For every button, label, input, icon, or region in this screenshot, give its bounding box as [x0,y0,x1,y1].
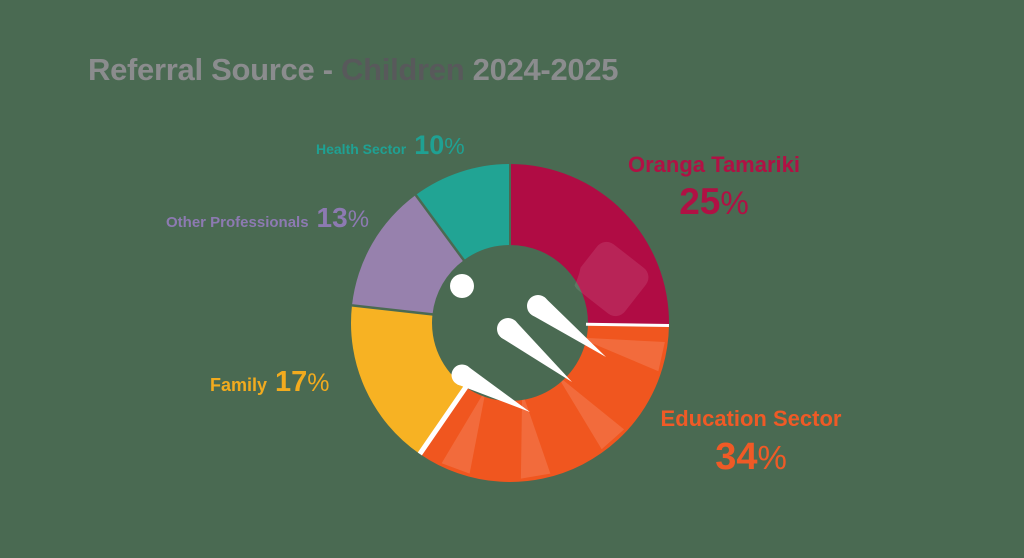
sunburst-ray [556,375,625,450]
title-suffix: 2024-2025 [464,52,619,87]
segment-label: Family [210,375,268,395]
callout-oranga-tamariki: Oranga Tamariki 25% [604,152,824,223]
donut-slice [415,164,510,261]
sunburst-ray [578,337,665,372]
title-prefix: Referral Source - [88,52,342,87]
sunburst-ray [520,391,551,479]
slice-separator [414,194,466,263]
donut-slice [419,324,669,482]
callout-education-sector: Education Sector 34% [640,406,862,479]
segment-value: 10% [414,130,465,160]
logo-ray-icon [497,318,572,382]
callout-health-sector: Health Sector 10% [316,130,465,161]
donut-slice [351,194,464,315]
segment-value: 34% [715,436,787,478]
segment-label: Other Professionals [166,214,309,231]
callout-family: Family 17% [210,366,330,399]
segment-label: Education Sector [660,406,842,431]
logo-ray-icon [451,364,530,412]
slice-separator [417,384,469,456]
segment-label: Health Sector [316,141,407,157]
slice-separator [351,304,435,316]
donut-slices [350,164,670,482]
slice-separator [585,322,670,328]
segment-value: 25% [679,181,749,222]
page-title: Referral Source - Children 2024-2025 [88,52,619,88]
donut-slice [350,305,466,454]
segment-label: Oranga Tamariki [628,152,800,177]
slice-highlight [573,241,649,317]
title-highlight: Children [341,52,465,87]
segment-value: 17% [275,366,330,398]
callout-other-professionals: Other Professionals 13% [166,202,369,234]
segment-value: 13% [316,202,370,233]
logo-dot-icon [450,274,474,298]
logo-ray-icon [527,295,606,357]
center-logo [450,274,606,412]
sunburst-ray [441,388,487,474]
donut-slice [510,164,669,326]
